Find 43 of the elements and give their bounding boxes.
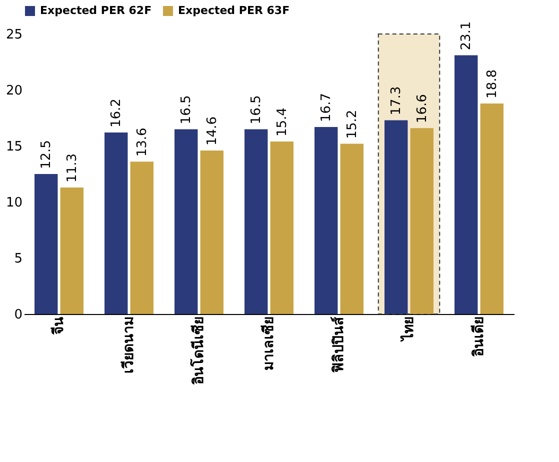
y-tick-label: 20 [6,84,22,98]
bar [34,174,58,314]
legend-label: Expected PER 62F [40,4,152,17]
data-label: 16.5 [179,95,194,124]
y-tick-label: 10 [6,196,22,210]
bar [384,120,408,314]
data-label: 15.2 [344,110,360,139]
bar [130,162,154,314]
bar [410,128,434,314]
x-tick-label: อินเดีย [471,316,487,358]
data-label: 16.7 [319,93,334,122]
x-tick-label: เวียดนาม [121,316,137,374]
bar [314,126,338,314]
bar [104,132,128,314]
y-tick-label: 15 [6,140,22,154]
legend-label: Expected PER 63F [178,4,290,17]
x-tick-label: ฟิลิปปินส์ [330,316,347,374]
y-tick-label: 0 [14,308,22,322]
data-label: 17.3 [389,86,404,116]
data-label: 18.8 [484,69,500,98]
x-tick-label: มาเลเซีย [261,316,277,370]
data-label: 11.3 [64,153,80,182]
bar [270,142,294,314]
data-label: 13.6 [134,128,150,157]
bar [60,187,84,314]
data-label: 23.1 [459,21,474,50]
data-label: 16.6 [414,94,430,124]
bar [244,129,268,314]
y-tick-label: 25 [6,28,22,42]
bar [480,103,504,314]
data-label: 15.4 [274,108,290,137]
x-tick-label: อินโดนีเซีย [189,316,207,386]
data-label: 14.6 [204,116,220,146]
x-tick-label: จีน [51,316,67,336]
x-tick-label: ไทย [399,316,417,342]
data-label: 16.2 [109,98,124,128]
bar [454,55,478,314]
y-tick-label: 5 [14,252,22,266]
bar [340,144,364,314]
data-label: 12.5 [39,140,54,169]
bar [200,150,224,314]
bar [174,129,198,314]
data-label: 16.5 [249,95,264,124]
